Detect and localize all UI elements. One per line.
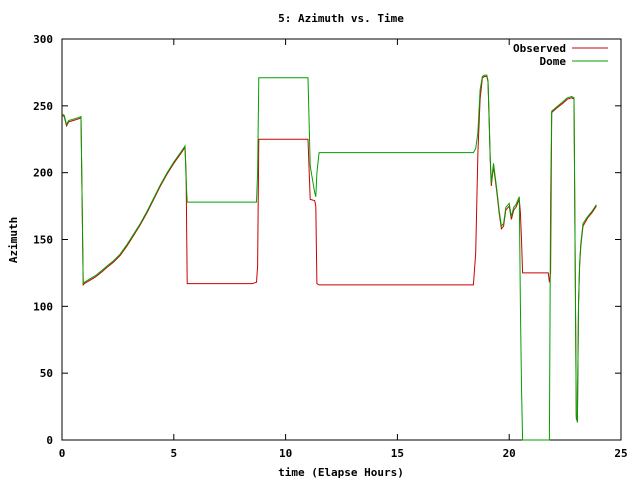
- x-tick-label: 10: [279, 447, 292, 460]
- y-tick-label: 250: [33, 100, 53, 113]
- y-tick-label: 200: [33, 167, 53, 180]
- y-tick-label: 150: [33, 234, 53, 247]
- x-tick-label: 5: [170, 447, 177, 460]
- y-tick-label: 300: [33, 33, 53, 46]
- plot-frame: [61, 38, 622, 441]
- y-tick-label: 0: [46, 434, 53, 447]
- chart-title: 5: Azimuth vs. Time: [278, 12, 404, 25]
- legend-label-dome: Dome: [540, 55, 567, 68]
- series-lines: [61, 74, 597, 441]
- x-tick-label: 25: [614, 447, 627, 460]
- x-tick-label: 20: [503, 447, 516, 460]
- y-tick-label: 50: [40, 367, 53, 380]
- y-tick-label: 100: [33, 300, 53, 313]
- legend-label-observed: Observed: [513, 42, 566, 55]
- x-tick-label: 15: [391, 447, 404, 460]
- series-line-observed: [61, 75, 597, 422]
- x-axis-label: time (Elapse Hours): [278, 466, 404, 479]
- y-axis-label: Azimuth: [7, 217, 20, 263]
- x-tick-label: 0: [59, 447, 66, 460]
- series-line-dome: [61, 74, 597, 441]
